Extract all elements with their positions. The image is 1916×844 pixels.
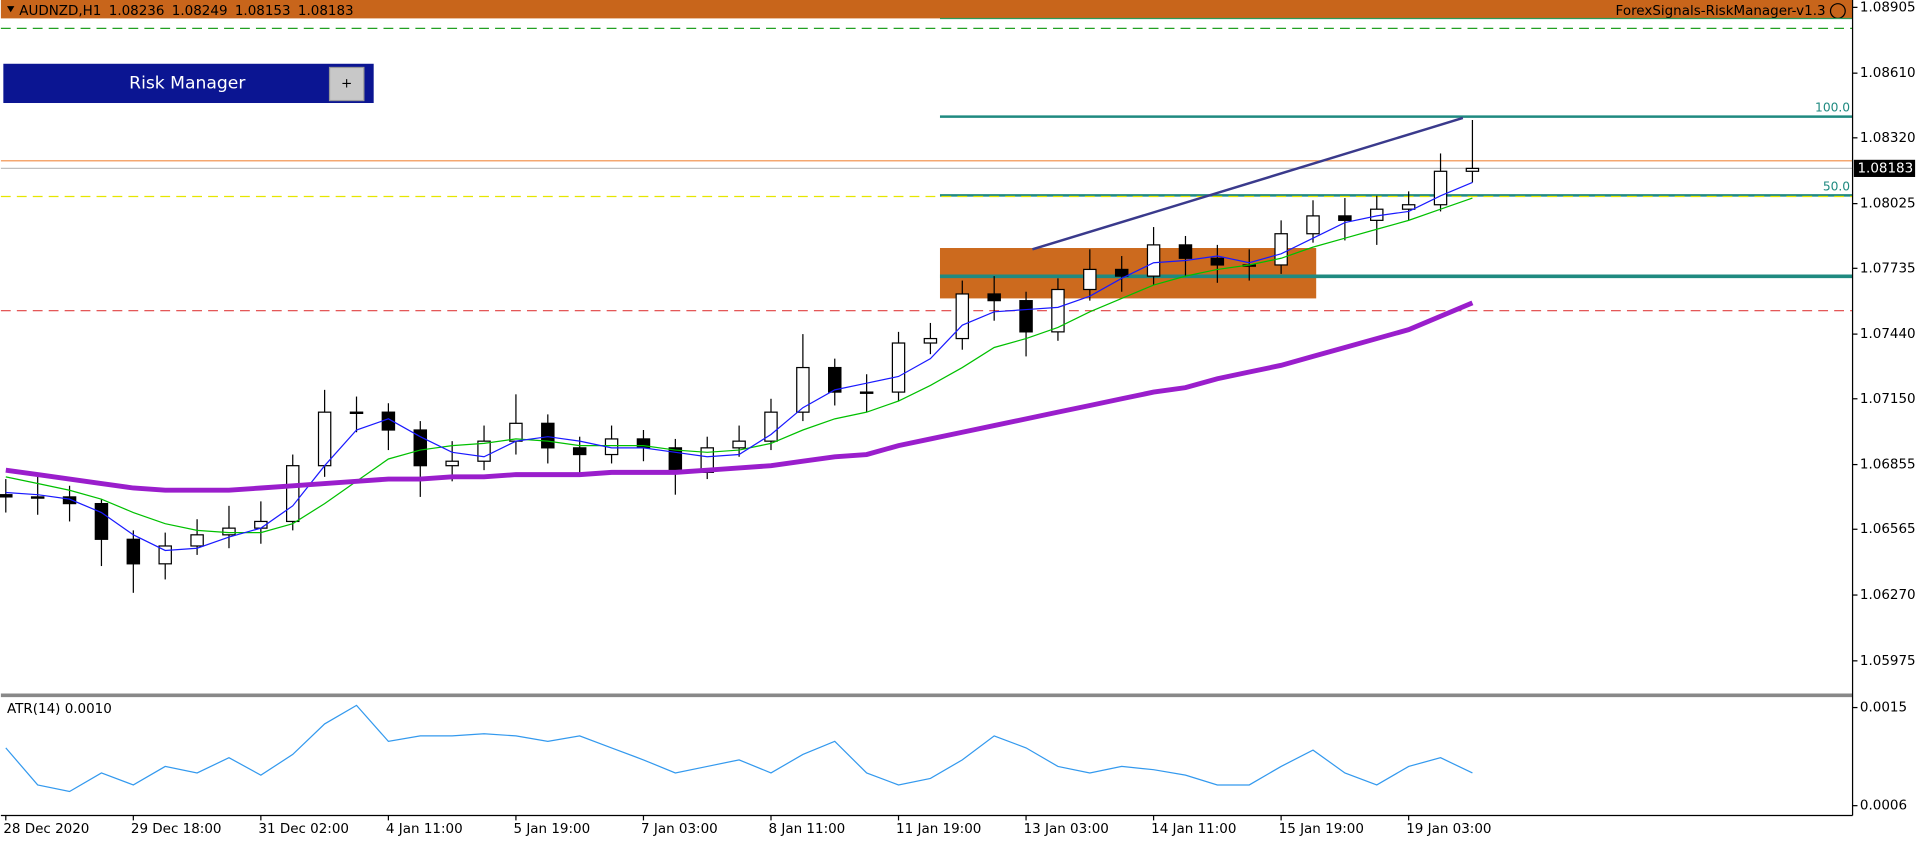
x-tick-label: 31 Dec 02:00: [258, 821, 349, 837]
candle-body: [286, 465, 300, 523]
candle-body: [1178, 244, 1193, 259]
header-text: AUDNZD,H1 1.08236 1.08249 1.08153 1.08183: [19, 3, 353, 19]
atr-title: ATR(14) 0.0010: [7, 701, 112, 717]
candle-body: [349, 411, 364, 415]
candle-body: [987, 293, 1001, 302]
candle-body: [30, 496, 45, 499]
candle-body: [541, 422, 555, 449]
candle-body: [1338, 215, 1352, 221]
candle-body: [0, 494, 13, 498]
candle-body: [445, 460, 459, 467]
panel-button[interactable]: [328, 66, 365, 102]
y-tick-label: 1.05975: [1860, 653, 1916, 669]
candle-body: [764, 411, 778, 442]
ohlc-value: 1.08183: [298, 3, 354, 19]
symbol: AUDNZD,H1 1.08236 1.08249 1.08153 1.08183: [19, 3, 353, 19]
ohlc-value: 1.08153: [235, 3, 291, 19]
candle-body: [1306, 215, 1320, 235]
candle-body: [413, 429, 428, 467]
candle-body: [1114, 268, 1129, 277]
y-tick-label: 1.07150: [1860, 391, 1916, 407]
candle-body: [317, 411, 332, 467]
candle-body: [1465, 167, 1480, 172]
trendline: [1032, 116, 1464, 251]
candle-body: [1019, 300, 1033, 333]
candle-body: [572, 447, 587, 456]
x-tick-label: 19 Jan 03:00: [1406, 821, 1491, 837]
y-tick-label: 1.08025: [1860, 196, 1916, 212]
x-tick-label: 14 Jan 11:00: [1151, 821, 1236, 837]
x-tick-label: 13 Jan 03:00: [1024, 821, 1109, 837]
collapse-arrow[interactable]: [7, 6, 15, 13]
candle-body: [190, 534, 204, 547]
panel-button-label[interactable]: +: [341, 75, 352, 91]
moving-average: [5, 197, 1473, 534]
candle-body: [94, 502, 109, 540]
candle-body: [222, 527, 236, 536]
symbol: AUDNZD,H1: [19, 3, 101, 19]
y-tick-label: 1.06565: [1860, 521, 1916, 537]
candle-body: [1146, 244, 1161, 277]
x-tick-label: 15 Jan 19:00: [1279, 821, 1364, 837]
y-tick-label: 1.06855: [1860, 457, 1916, 473]
candle-body: [828, 366, 842, 393]
y-tick-label: 1.08610: [1860, 65, 1916, 81]
y-tick-label: 1.06270: [1860, 587, 1916, 603]
indicator-name: ForexSignals-RiskManager-v1.3: [1616, 3, 1826, 19]
candle-body: [1210, 257, 1225, 266]
candle-body: [62, 496, 77, 505]
candle-body: [126, 538, 141, 565]
x-tick-label: 5 Jan 19:00: [513, 821, 590, 837]
x-tick-label: 4 Jan 11:00: [386, 821, 463, 837]
candle-body: [1274, 233, 1288, 266]
x-tick-label: 11 Jan 19:00: [896, 821, 981, 837]
y-tick-label: 1.07440: [1860, 326, 1916, 342]
x-tick-label: 28 Dec 2020: [3, 821, 89, 837]
atr-line: [5, 704, 1473, 793]
candle-body: [1433, 170, 1448, 206]
candle-body: [1401, 204, 1416, 210]
y-tick-label: 0.0006: [1860, 798, 1907, 814]
panel-title: Risk Manager: [129, 73, 246, 93]
last-price-label: 1.08183: [1857, 160, 1913, 176]
ohlc-value: 1.08236: [109, 3, 165, 19]
candle-body: [923, 337, 938, 344]
x-tick-label: 8 Jan 11:00: [769, 821, 846, 837]
y-tick-label: 0.0015: [1860, 700, 1907, 716]
y-tick-label: 1.08905: [1860, 0, 1916, 15]
header-bar: [0, 0, 1853, 19]
y-tick-label: 1.08320: [1860, 130, 1916, 146]
candle-body: [732, 440, 746, 449]
candle-body: [1051, 288, 1065, 333]
level-label: 100.0: [1815, 101, 1850, 115]
candle-body: [955, 293, 970, 340]
candle-body: [859, 391, 874, 394]
last-price-box: [1853, 159, 1916, 177]
x-tick-label: 29 Dec 18:00: [131, 821, 222, 837]
risk-manager-panel: [3, 63, 374, 104]
y-tick-label: 1.07735: [1860, 260, 1916, 276]
moving-average: [5, 181, 1473, 552]
ohlc-value: 1.08249: [172, 3, 228, 19]
candle-body: [796, 366, 810, 413]
candle-body: [1083, 268, 1097, 291]
moving-average: [5, 300, 1474, 493]
candle-body: [891, 342, 906, 393]
level-label: 50.0: [1823, 179, 1850, 193]
x-tick-label: 7 Jan 03:00: [641, 821, 718, 837]
